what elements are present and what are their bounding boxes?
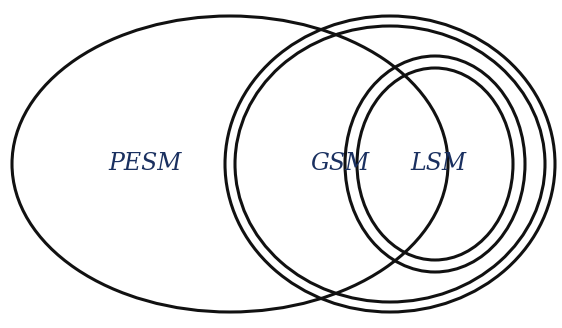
Text: LSM: LSM [410,153,466,175]
Text: GSM: GSM [310,153,370,175]
Text: PESM: PESM [108,153,182,175]
